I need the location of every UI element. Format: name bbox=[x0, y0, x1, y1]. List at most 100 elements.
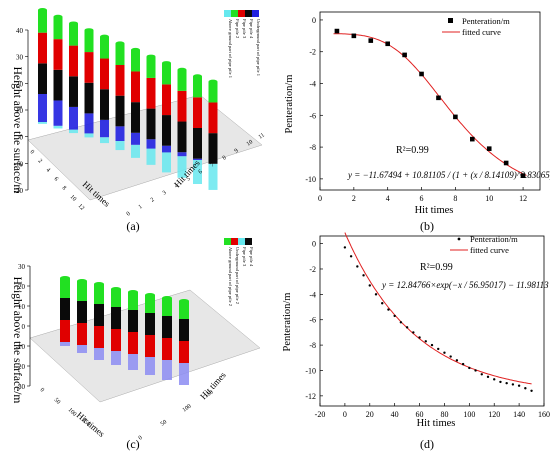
bar-segment bbox=[38, 63, 47, 94]
bar-top bbox=[145, 293, 155, 297]
bar-segment bbox=[162, 338, 172, 360]
bar-segment bbox=[100, 89, 109, 120]
z-tick-label: 30 bbox=[18, 263, 26, 271]
data-point bbox=[399, 321, 403, 324]
data-point bbox=[455, 359, 459, 362]
bar-top bbox=[146, 54, 156, 59]
chart-d-scatter: -20 0 20 40 60 80 100 120 140 160 0 -2 -4 -6 -8 -10 -12 P… bbox=[282, 232, 550, 429]
legend-label: Pipe pile 2 bbox=[235, 19, 240, 38]
legend-swatch bbox=[224, 238, 231, 245]
bar-segment bbox=[128, 354, 138, 370]
depth-tick-label: 0 bbox=[39, 387, 45, 393]
width-tick-label: 0 bbox=[138, 435, 144, 442]
bar-top bbox=[53, 14, 63, 19]
caption-c: (c) bbox=[126, 437, 140, 451]
legend-label-points: Penteration/m bbox=[462, 16, 510, 26]
bar-segment bbox=[69, 76, 78, 107]
x-tick-label: 160 bbox=[538, 410, 550, 419]
data-point bbox=[486, 375, 490, 379]
chart-d-xlabel: Hit times bbox=[417, 418, 456, 429]
data-point bbox=[520, 173, 526, 178]
legend-label: Underground part of pipe pile 2 bbox=[235, 247, 240, 304]
width-tick-label: 1 bbox=[138, 204, 144, 211]
bar-segment bbox=[115, 43, 125, 65]
bar-segment bbox=[145, 357, 155, 375]
chart-c-plot: -30 -20 -10 0 10 20 30 Above ground part of pip… bbox=[16, 238, 261, 442]
bar-segment bbox=[208, 102, 218, 134]
data-point bbox=[368, 284, 371, 287]
chart-b-scatter: 0 2 4 6 8 10 120-2-4-6-8-10Penteration/mfitted… bbox=[284, 11, 550, 216]
width-tick-label: 50 bbox=[160, 419, 168, 427]
bar-segment bbox=[177, 156, 187, 178]
bar-segment bbox=[193, 128, 202, 159]
caption-d: (d) bbox=[420, 437, 434, 451]
legend-swatch bbox=[245, 238, 252, 245]
data-point bbox=[385, 41, 390, 47]
bar-segment bbox=[115, 126, 125, 141]
z-tick-label: 0 bbox=[22, 323, 26, 331]
bar-segment bbox=[131, 102, 140, 133]
x-tick-label: 2 bbox=[352, 194, 356, 203]
legend-label: Above ground part of pipe pile 2 bbox=[228, 247, 233, 306]
chart-d-plot: -20 0 20 40 60 80 100 120 140 160 0 -2 -4 -6 -8 -10 -12 P… bbox=[305, 232, 550, 419]
depth-tick-label: 8 bbox=[61, 185, 67, 191]
fitted-curve bbox=[344, 232, 532, 385]
data-point bbox=[430, 343, 434, 347]
data-point bbox=[524, 387, 527, 390]
bar-segment bbox=[60, 298, 70, 320]
legend-swatch bbox=[231, 10, 238, 17]
x-tick-label: 6 bbox=[420, 194, 424, 203]
width-tick-label: 9 bbox=[234, 148, 240, 155]
y-tick-label: -6 bbox=[309, 111, 316, 120]
legend-swatch bbox=[238, 238, 245, 245]
z-tick-label: 10 bbox=[16, 107, 24, 115]
bar-segment bbox=[128, 292, 138, 310]
bar-top bbox=[162, 296, 172, 300]
axis-x-label: Hit times bbox=[75, 410, 107, 439]
bar-top bbox=[69, 21, 78, 26]
depth-tick-label: 6 bbox=[53, 176, 59, 182]
depth-tick-label: 10 bbox=[69, 194, 77, 202]
x-tick-label: 100 bbox=[463, 410, 475, 419]
bar-top bbox=[162, 61, 171, 66]
bar-segment bbox=[208, 163, 218, 190]
bar-segment bbox=[60, 320, 70, 342]
bar-segment bbox=[100, 36, 109, 59]
axis-y-label: Hit times bbox=[198, 370, 228, 402]
data-point bbox=[424, 340, 427, 343]
chart-c-zlabel: Height above the surface/m bbox=[11, 277, 23, 404]
bar-segment bbox=[84, 52, 94, 83]
data-point bbox=[374, 293, 378, 296]
bar-segment bbox=[84, 82, 94, 114]
bar-segment bbox=[60, 278, 70, 298]
bar-segment bbox=[146, 56, 156, 78]
caption-b: (b) bbox=[420, 219, 434, 233]
data-point bbox=[470, 136, 475, 142]
x-tick-label: 40 bbox=[391, 410, 399, 419]
y-tick-label: 0 bbox=[312, 16, 316, 25]
bar-segment bbox=[84, 30, 94, 53]
bar-segment bbox=[131, 71, 140, 103]
x-tick-label: 0 bbox=[343, 410, 347, 419]
z-tick-label: 40 bbox=[16, 27, 24, 35]
chart-d-r2: R²=0.99 bbox=[420, 262, 453, 273]
bar-top bbox=[94, 282, 104, 286]
bar-segment bbox=[162, 115, 171, 146]
bar-top bbox=[193, 74, 202, 79]
bar-segment bbox=[177, 152, 187, 157]
bar-segment bbox=[53, 39, 63, 70]
data-point bbox=[480, 373, 483, 376]
depth-tick-label: 100 bbox=[67, 407, 78, 418]
bar-top bbox=[208, 79, 218, 84]
chart-b-equation: y = −11.67494 + 10.81105 / (1 + (x / 8.1… bbox=[347, 170, 550, 180]
chart-c-3d-bars: -30 -20 -10 0 10 20 30 Above ground part of pip… bbox=[11, 238, 261, 442]
data-point bbox=[493, 378, 496, 381]
x-tick-label: 140 bbox=[513, 410, 525, 419]
bar-top bbox=[84, 28, 94, 33]
legend-label-fit: fitted curve bbox=[462, 27, 501, 37]
data-point bbox=[356, 265, 359, 268]
bar-segment bbox=[193, 76, 202, 98]
data-point bbox=[402, 52, 407, 58]
y-tick-label: -10 bbox=[305, 366, 316, 375]
bar-top bbox=[60, 276, 70, 280]
